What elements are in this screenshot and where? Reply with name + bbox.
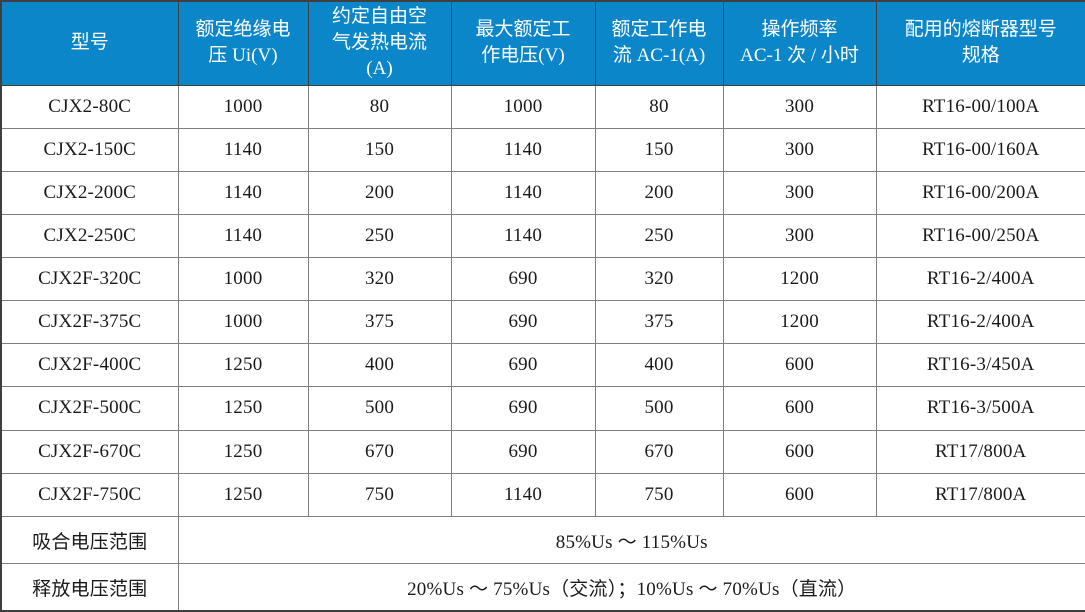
table-cell: 1250 bbox=[177, 472, 309, 517]
table-cell: 1140 bbox=[450, 213, 596, 259]
table-cell: 1140 bbox=[450, 472, 596, 517]
table-cell: 300 bbox=[722, 170, 877, 215]
table-cell: 320 bbox=[594, 257, 724, 302]
table-row: CJX2F-320C 1000 320 690 320 1200 RT16-2/400A bbox=[0, 257, 1085, 302]
column-header-fuse: 配用的熔断器型号 规格 bbox=[875, 0, 1085, 86]
table-cell: 1200 bbox=[722, 300, 877, 345]
table-row: CJX2F-670C 1250 670 690 670 600 RT17/800A bbox=[0, 429, 1085, 474]
table-cell: 670 bbox=[307, 429, 452, 474]
table-cell: 1000 bbox=[177, 300, 309, 345]
table-cell: 500 bbox=[307, 386, 452, 431]
table-row: CJX2F-375C 1000 375 690 375 1200 RT16-2/400A bbox=[0, 300, 1085, 345]
table-cell: RT16-00/200A bbox=[875, 170, 1085, 215]
table-row: CJX2F-750C 1250 750 1140 750 600 RT17/800A bbox=[0, 472, 1085, 517]
table-cell: 1140 bbox=[177, 170, 309, 215]
table-cell: 750 bbox=[307, 472, 452, 517]
table-cell: RT17/800A bbox=[875, 472, 1085, 517]
table-cell: 1140 bbox=[177, 213, 309, 259]
table-cell: 1000 bbox=[177, 84, 309, 129]
table-cell: 1140 bbox=[177, 127, 309, 172]
table-cell: 690 bbox=[450, 429, 596, 474]
model-cell: CJX2F-320C bbox=[0, 257, 179, 302]
table-cell: 1000 bbox=[450, 84, 596, 129]
table-cell: 375 bbox=[594, 300, 724, 345]
table-cell: 320 bbox=[307, 257, 452, 302]
table-cell: 300 bbox=[722, 213, 877, 259]
table-cell: 600 bbox=[722, 343, 877, 388]
table-cell: RT16-3/450A bbox=[875, 343, 1085, 388]
table-row: CJX2-150C 1140 150 1140 150 300 RT16-00/160A bbox=[0, 127, 1085, 172]
table-cell: 250 bbox=[307, 213, 452, 259]
pickup-voltage-label: 吸合电压范围 bbox=[0, 515, 179, 565]
table-body: CJX2-80C 1000 80 1000 80 300 RT16-00/100A CJX2-… bbox=[0, 84, 1085, 517]
release-voltage-label: 释放电压范围 bbox=[0, 563, 179, 612]
table-cell: 300 bbox=[722, 84, 877, 129]
table-cell: 600 bbox=[722, 472, 877, 517]
pickup-voltage-row: 吸合电压范围 85%Us ～ 115%Us bbox=[0, 515, 1085, 565]
table-cell: 150 bbox=[594, 127, 724, 172]
column-header-rated-current: 额定工作电 流 AC-1(A) bbox=[594, 0, 724, 86]
column-header-model: 型号 bbox=[0, 0, 179, 86]
table-row: CJX2-200C 1140 200 1140 200 300 RT16-00/200A bbox=[0, 170, 1085, 215]
table-cell: 300 bbox=[722, 127, 877, 172]
table-cell: 200 bbox=[594, 170, 724, 215]
table-cell: 1140 bbox=[450, 170, 596, 215]
table-cell: 1200 bbox=[722, 257, 877, 302]
table-cell: 690 bbox=[450, 386, 596, 431]
table-cell: 1000 bbox=[177, 257, 309, 302]
table-cell: 250 bbox=[594, 213, 724, 259]
column-header-thermal-current: 约定自由空 气发热电流 (A) bbox=[307, 0, 452, 86]
table-cell: RT16-2/400A bbox=[875, 257, 1085, 302]
table-cell: 670 bbox=[594, 429, 724, 474]
table-cell: 80 bbox=[307, 84, 452, 129]
model-cell: CJX2-250C bbox=[0, 213, 179, 259]
table-row: CJX2F-500C 1250 500 690 500 600 RT16-3/500A bbox=[0, 386, 1085, 431]
table-cell: 80 bbox=[594, 84, 724, 129]
table-cell: 150 bbox=[307, 127, 452, 172]
header-row: 型号 额定绝缘电 压 Ui(V) 约定自由空 气发热电流 (A) 最大额定工 作… bbox=[0, 0, 1085, 86]
table-cell: RT16-00/160A bbox=[875, 127, 1085, 172]
table-cell: 500 bbox=[594, 386, 724, 431]
table-cell: 690 bbox=[450, 343, 596, 388]
release-voltage-row: 释放电压范围 20%Us ～ 75%Us（交流）；10%Us ～ 70%Us（直… bbox=[0, 563, 1085, 612]
table-cell: 1250 bbox=[177, 386, 309, 431]
table-row: CJX2-80C 1000 80 1000 80 300 RT16-00/100A bbox=[0, 84, 1085, 129]
model-cell: CJX2F-400C bbox=[0, 343, 179, 388]
model-cell: CJX2F-750C bbox=[0, 472, 179, 517]
column-header-insulation-voltage: 额定绝缘电 压 Ui(V) bbox=[177, 0, 309, 86]
table-cell: 400 bbox=[594, 343, 724, 388]
model-cell: CJX2-200C bbox=[0, 170, 179, 215]
table-cell: 690 bbox=[450, 257, 596, 302]
release-voltage-value: 20%Us ～ 75%Us（交流）；10%Us ～ 70%Us（直流） bbox=[177, 563, 1085, 612]
table-cell: 1140 bbox=[450, 127, 596, 172]
table-header: 型号 额定绝缘电 压 Ui(V) 约定自由空 气发热电流 (A) 最大额定工 作… bbox=[0, 0, 1085, 86]
table-cell: RT16-00/100A bbox=[875, 84, 1085, 129]
model-cell: CJX2F-375C bbox=[0, 300, 179, 345]
column-header-max-voltage: 最大额定工 作电压(V) bbox=[450, 0, 596, 86]
table-row: CJX2F-400C 1250 400 690 400 600 RT16-3/450A bbox=[0, 343, 1085, 388]
table-cell: 375 bbox=[307, 300, 452, 345]
model-cell: CJX2-150C bbox=[0, 127, 179, 172]
table-cell: RT16-3/500A bbox=[875, 386, 1085, 431]
table-cell: 200 bbox=[307, 170, 452, 215]
model-cell: CJX2F-500C bbox=[0, 386, 179, 431]
table-cell: 600 bbox=[722, 429, 877, 474]
table-cell: 690 bbox=[450, 300, 596, 345]
table-cell: RT16-2/400A bbox=[875, 300, 1085, 345]
column-header-frequency: 操作频率 AC-1 次 / 小时 bbox=[722, 0, 877, 86]
table-footer: 吸合电压范围 85%Us ～ 115%Us 释放电压范围 20%Us ～ 75%… bbox=[0, 515, 1085, 612]
table-cell: RT16-00/250A bbox=[875, 213, 1085, 259]
table-cell: 1250 bbox=[177, 343, 309, 388]
table-cell: 400 bbox=[307, 343, 452, 388]
model-cell: CJX2F-670C bbox=[0, 429, 179, 474]
table-cell: 750 bbox=[594, 472, 724, 517]
pickup-voltage-value: 85%Us ～ 115%Us bbox=[177, 515, 1085, 565]
model-cell: CJX2-80C bbox=[0, 84, 179, 129]
table-cell: 1250 bbox=[177, 429, 309, 474]
table-cell: RT17/800A bbox=[875, 429, 1085, 474]
table-cell: 600 bbox=[722, 386, 877, 431]
table-row: CJX2-250C 1140 250 1140 250 300 RT16-00/250A bbox=[0, 213, 1085, 259]
